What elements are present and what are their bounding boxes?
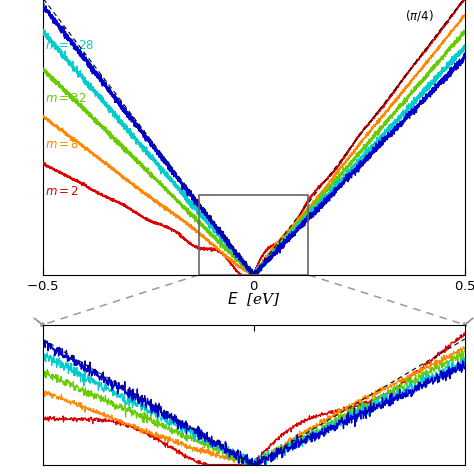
Bar (199, 194, 309, 275)
Text: $m=2$: $m=2$ (45, 184, 79, 198)
Text: $m=128$: $m=128$ (45, 39, 94, 52)
Text: $(\pi/4)$: $(\pi/4)$ (405, 8, 434, 23)
Text: $m=8$: $m=8$ (45, 138, 79, 151)
Text: $E$  [eV]: $E$ [eV] (227, 291, 280, 309)
Text: $m=32$: $m=32$ (45, 91, 86, 104)
